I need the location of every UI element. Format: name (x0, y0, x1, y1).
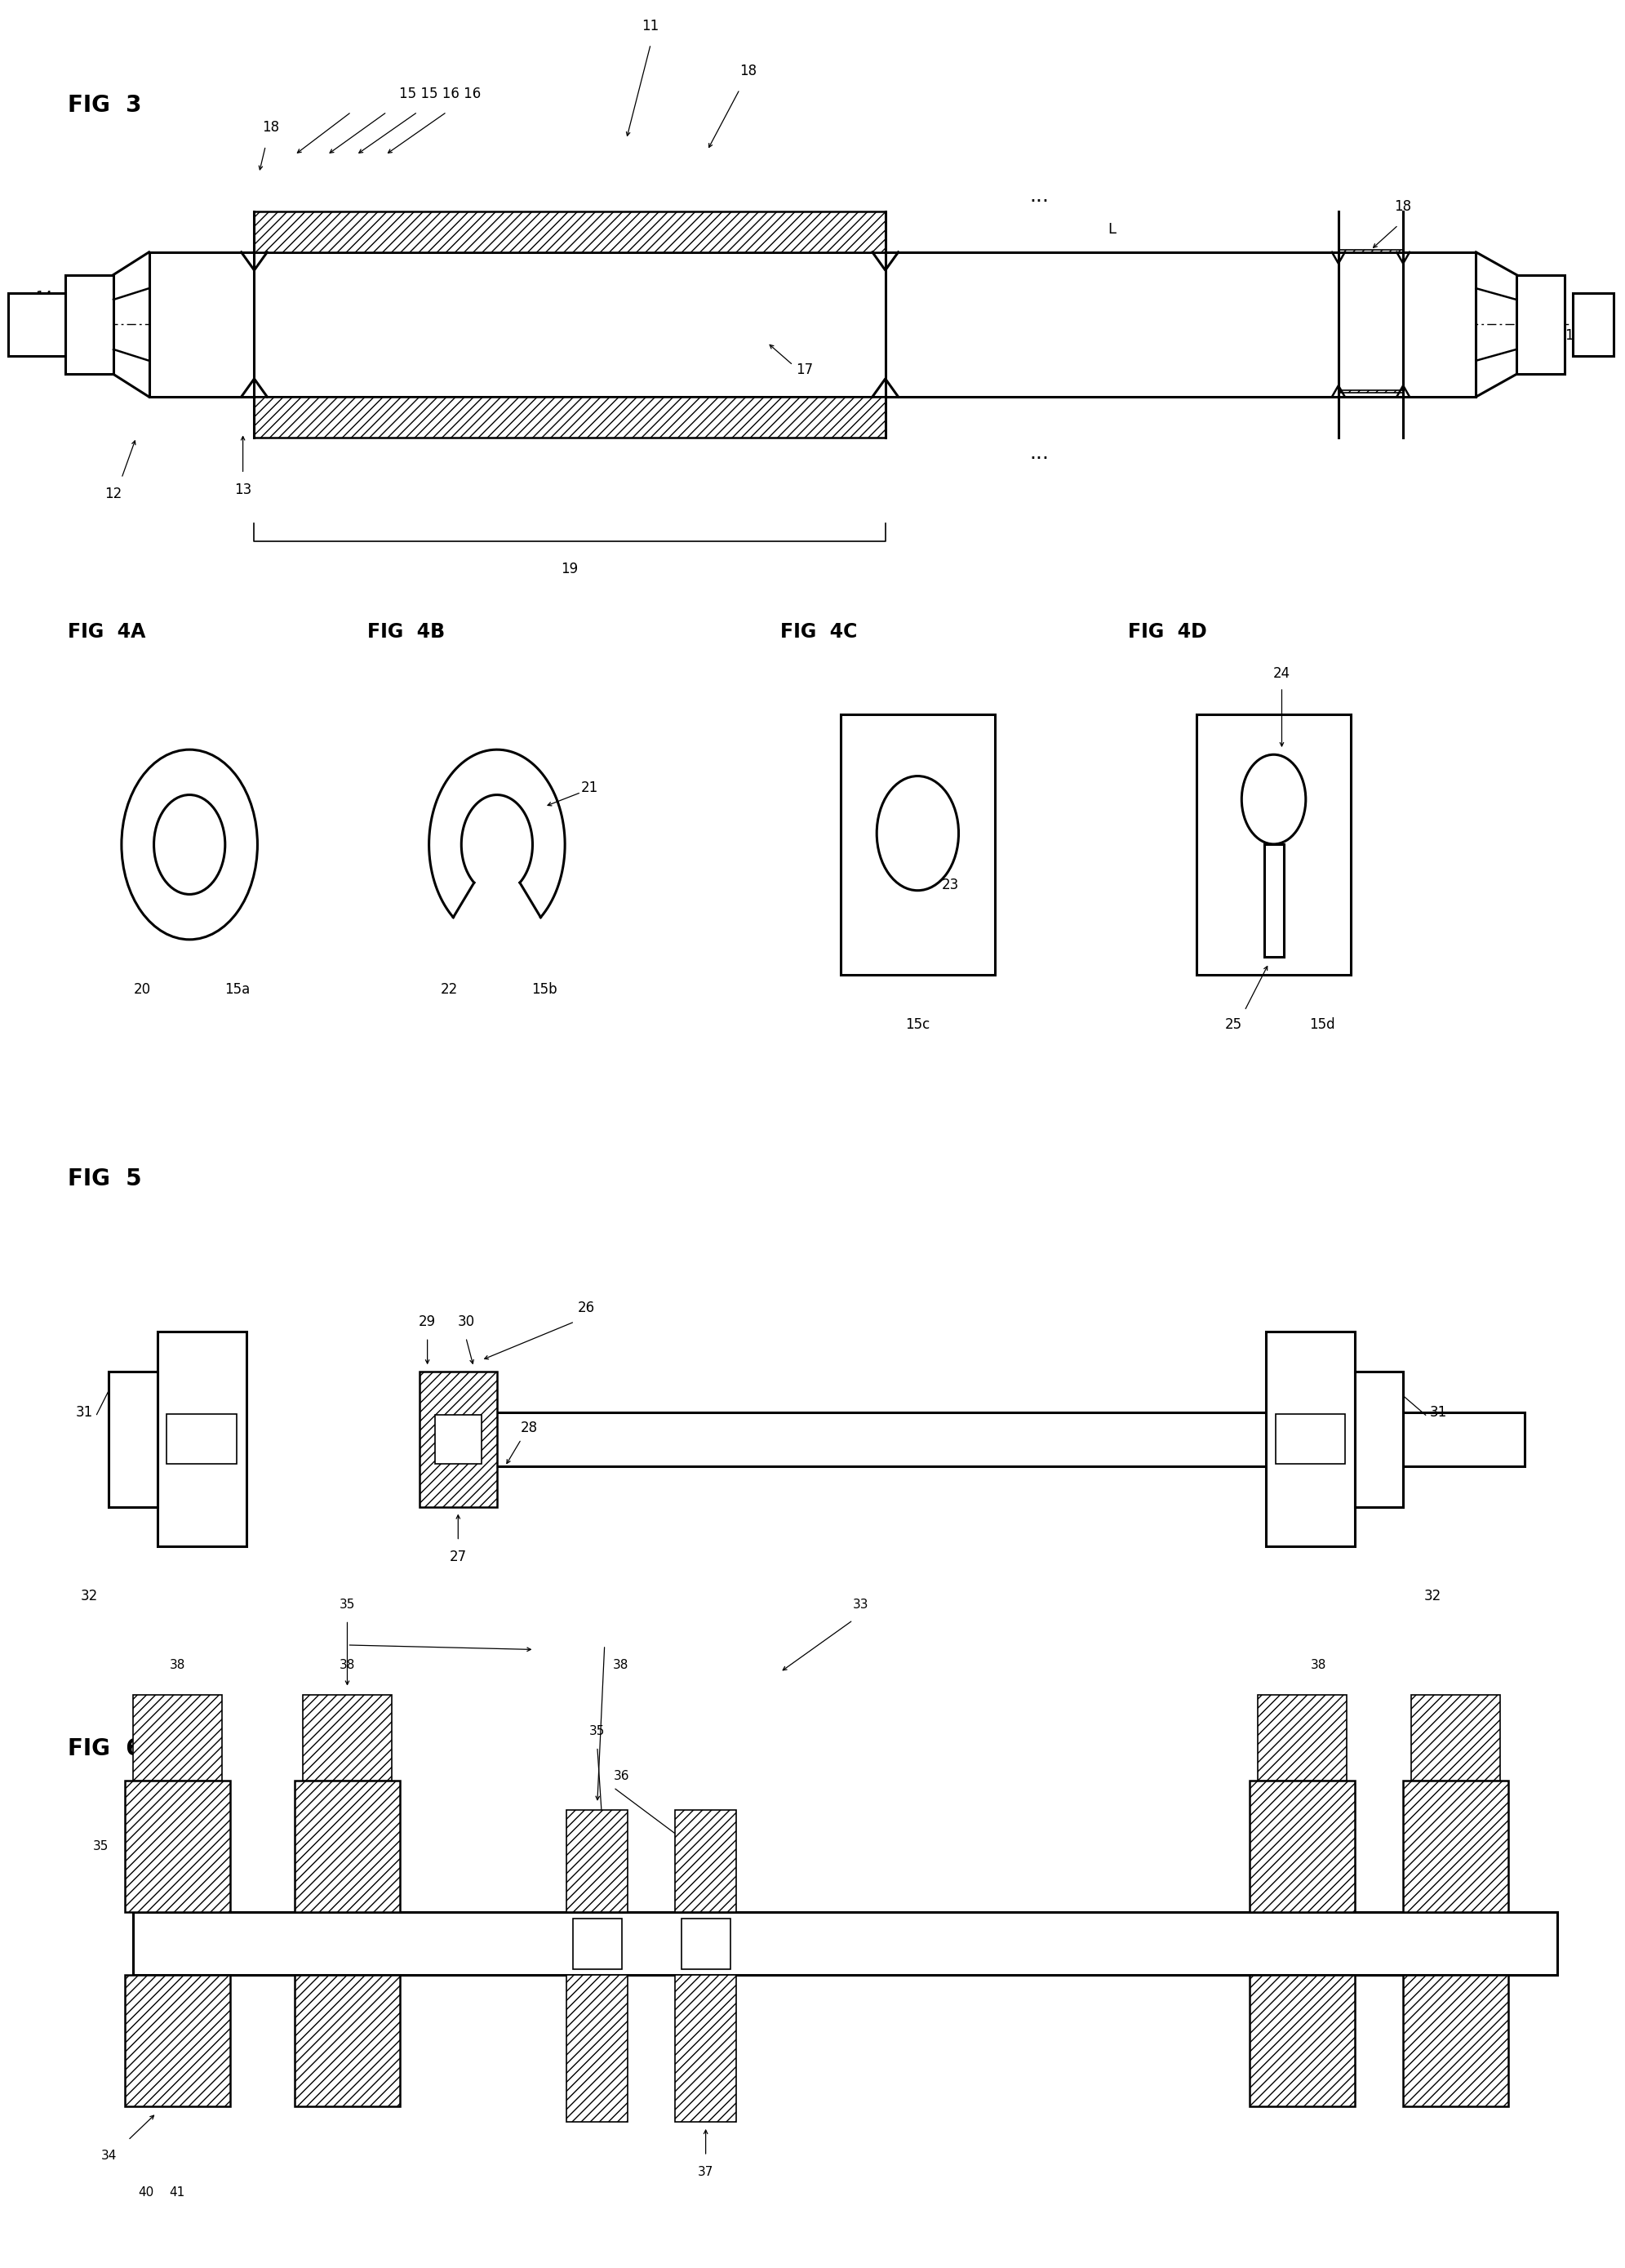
Bar (125, 1975, 231, 2107)
Bar (1402, 1975, 1508, 2107)
Text: 27: 27 (450, 1549, 466, 1565)
Bar (109, 1372, 158, 1508)
Bar (436, 1415, 481, 1463)
Text: 29: 29 (419, 1315, 436, 1329)
Bar (681, 1919, 730, 1969)
Bar (674, 1975, 736, 2123)
Text: 35: 35 (590, 1726, 604, 1737)
Text: 22: 22 (440, 982, 458, 996)
Bar (254, 211, 886, 252)
Text: 31: 31 (1430, 1404, 1448, 1420)
Bar (572, 1919, 622, 1969)
Text: 35: 35 (93, 1839, 109, 1853)
Text: FIG  4D: FIG 4D (1128, 621, 1207, 642)
Text: ...: ... (1029, 186, 1048, 206)
Bar (1266, 1331, 1355, 1547)
Bar (125, 1780, 231, 1912)
Text: 31: 31 (76, 1404, 93, 1420)
Text: 34: 34 (101, 2150, 117, 2161)
Text: FIG  4A: FIG 4A (68, 621, 146, 642)
Bar (1250, 1780, 1355, 1912)
Text: 32: 32 (1424, 1590, 1441, 1603)
Bar (1198, 714, 1350, 975)
Text: FIG  3: FIG 3 (68, 93, 141, 116)
Text: 14: 14 (36, 290, 52, 304)
Text: 32: 32 (81, 1590, 98, 1603)
Text: 33: 33 (853, 1599, 869, 1610)
Text: 18: 18 (262, 120, 279, 136)
Text: FIG  4C: FIG 4C (780, 621, 856, 642)
Bar (158, 1331, 245, 1547)
Circle shape (154, 794, 226, 894)
Bar (167, 1415, 236, 1465)
Bar (1264, 844, 1284, 957)
Text: 38: 38 (340, 1660, 356, 1672)
Text: 12: 12 (104, 488, 122, 501)
Bar (1410, 1694, 1500, 1780)
Text: 24: 24 (1272, 667, 1290, 680)
Text: 40: 40 (138, 2186, 154, 2198)
Text: 15c: 15c (905, 1016, 929, 1032)
Bar (1258, 1694, 1347, 1780)
Text: 15 15 16 16: 15 15 16 16 (400, 86, 481, 102)
Bar (1402, 1780, 1508, 1912)
Text: 15d: 15d (1310, 1016, 1336, 1032)
Bar (840, 714, 994, 975)
Bar (1276, 1415, 1346, 1465)
Text: 38: 38 (613, 1660, 629, 1672)
Text: 20: 20 (133, 982, 151, 996)
Text: 17: 17 (796, 363, 812, 376)
Circle shape (1242, 755, 1307, 844)
Bar (133, 1912, 1557, 1975)
Text: 35: 35 (340, 1599, 356, 1610)
Text: 23: 23 (941, 878, 959, 894)
Bar (133, 1694, 223, 1780)
Text: FIG  5: FIG 5 (68, 1168, 141, 1191)
Bar (424, 1413, 1524, 1467)
Text: 38: 38 (169, 1660, 185, 1672)
Text: 21: 21 (580, 780, 598, 794)
Text: 30: 30 (457, 1315, 474, 1329)
Text: 14: 14 (1565, 329, 1581, 342)
Bar (294, 1975, 400, 2107)
Text: 25: 25 (1225, 1016, 1242, 1032)
Text: 28: 28 (520, 1420, 538, 1436)
Bar (1516, 274, 1565, 374)
Text: 11: 11 (642, 18, 660, 34)
Text: 37: 37 (697, 2166, 713, 2177)
Bar (419, 1372, 497, 1508)
Text: ...: ... (1029, 445, 1048, 463)
Circle shape (878, 776, 959, 891)
Text: 15b: 15b (531, 982, 557, 996)
Bar (674, 1810, 736, 1912)
Bar (8, 293, 65, 356)
Text: FIG  4B: FIG 4B (367, 621, 445, 642)
Bar (150, 252, 1476, 397)
Text: 15a: 15a (224, 982, 250, 996)
Bar (1573, 293, 1614, 356)
Text: 13: 13 (234, 483, 252, 497)
Text: 38: 38 (1310, 1660, 1326, 1672)
Text: 18: 18 (1394, 200, 1412, 213)
Text: 41: 41 (169, 2186, 185, 2198)
Bar (254, 397, 886, 438)
Text: FIG  6: FIG 6 (68, 1737, 141, 1760)
Text: L: L (1108, 222, 1116, 236)
Text: 36: 36 (614, 1769, 629, 1783)
Bar (567, 1975, 627, 2123)
Bar (1250, 1975, 1355, 2107)
Bar (294, 1780, 400, 1912)
Bar (1355, 1372, 1402, 1508)
Text: 18: 18 (739, 64, 756, 79)
Text: 19: 19 (561, 562, 579, 576)
Bar (302, 1694, 392, 1780)
Circle shape (122, 751, 257, 939)
Bar (567, 1810, 627, 1912)
Bar (65, 274, 114, 374)
Text: 26: 26 (577, 1302, 595, 1315)
